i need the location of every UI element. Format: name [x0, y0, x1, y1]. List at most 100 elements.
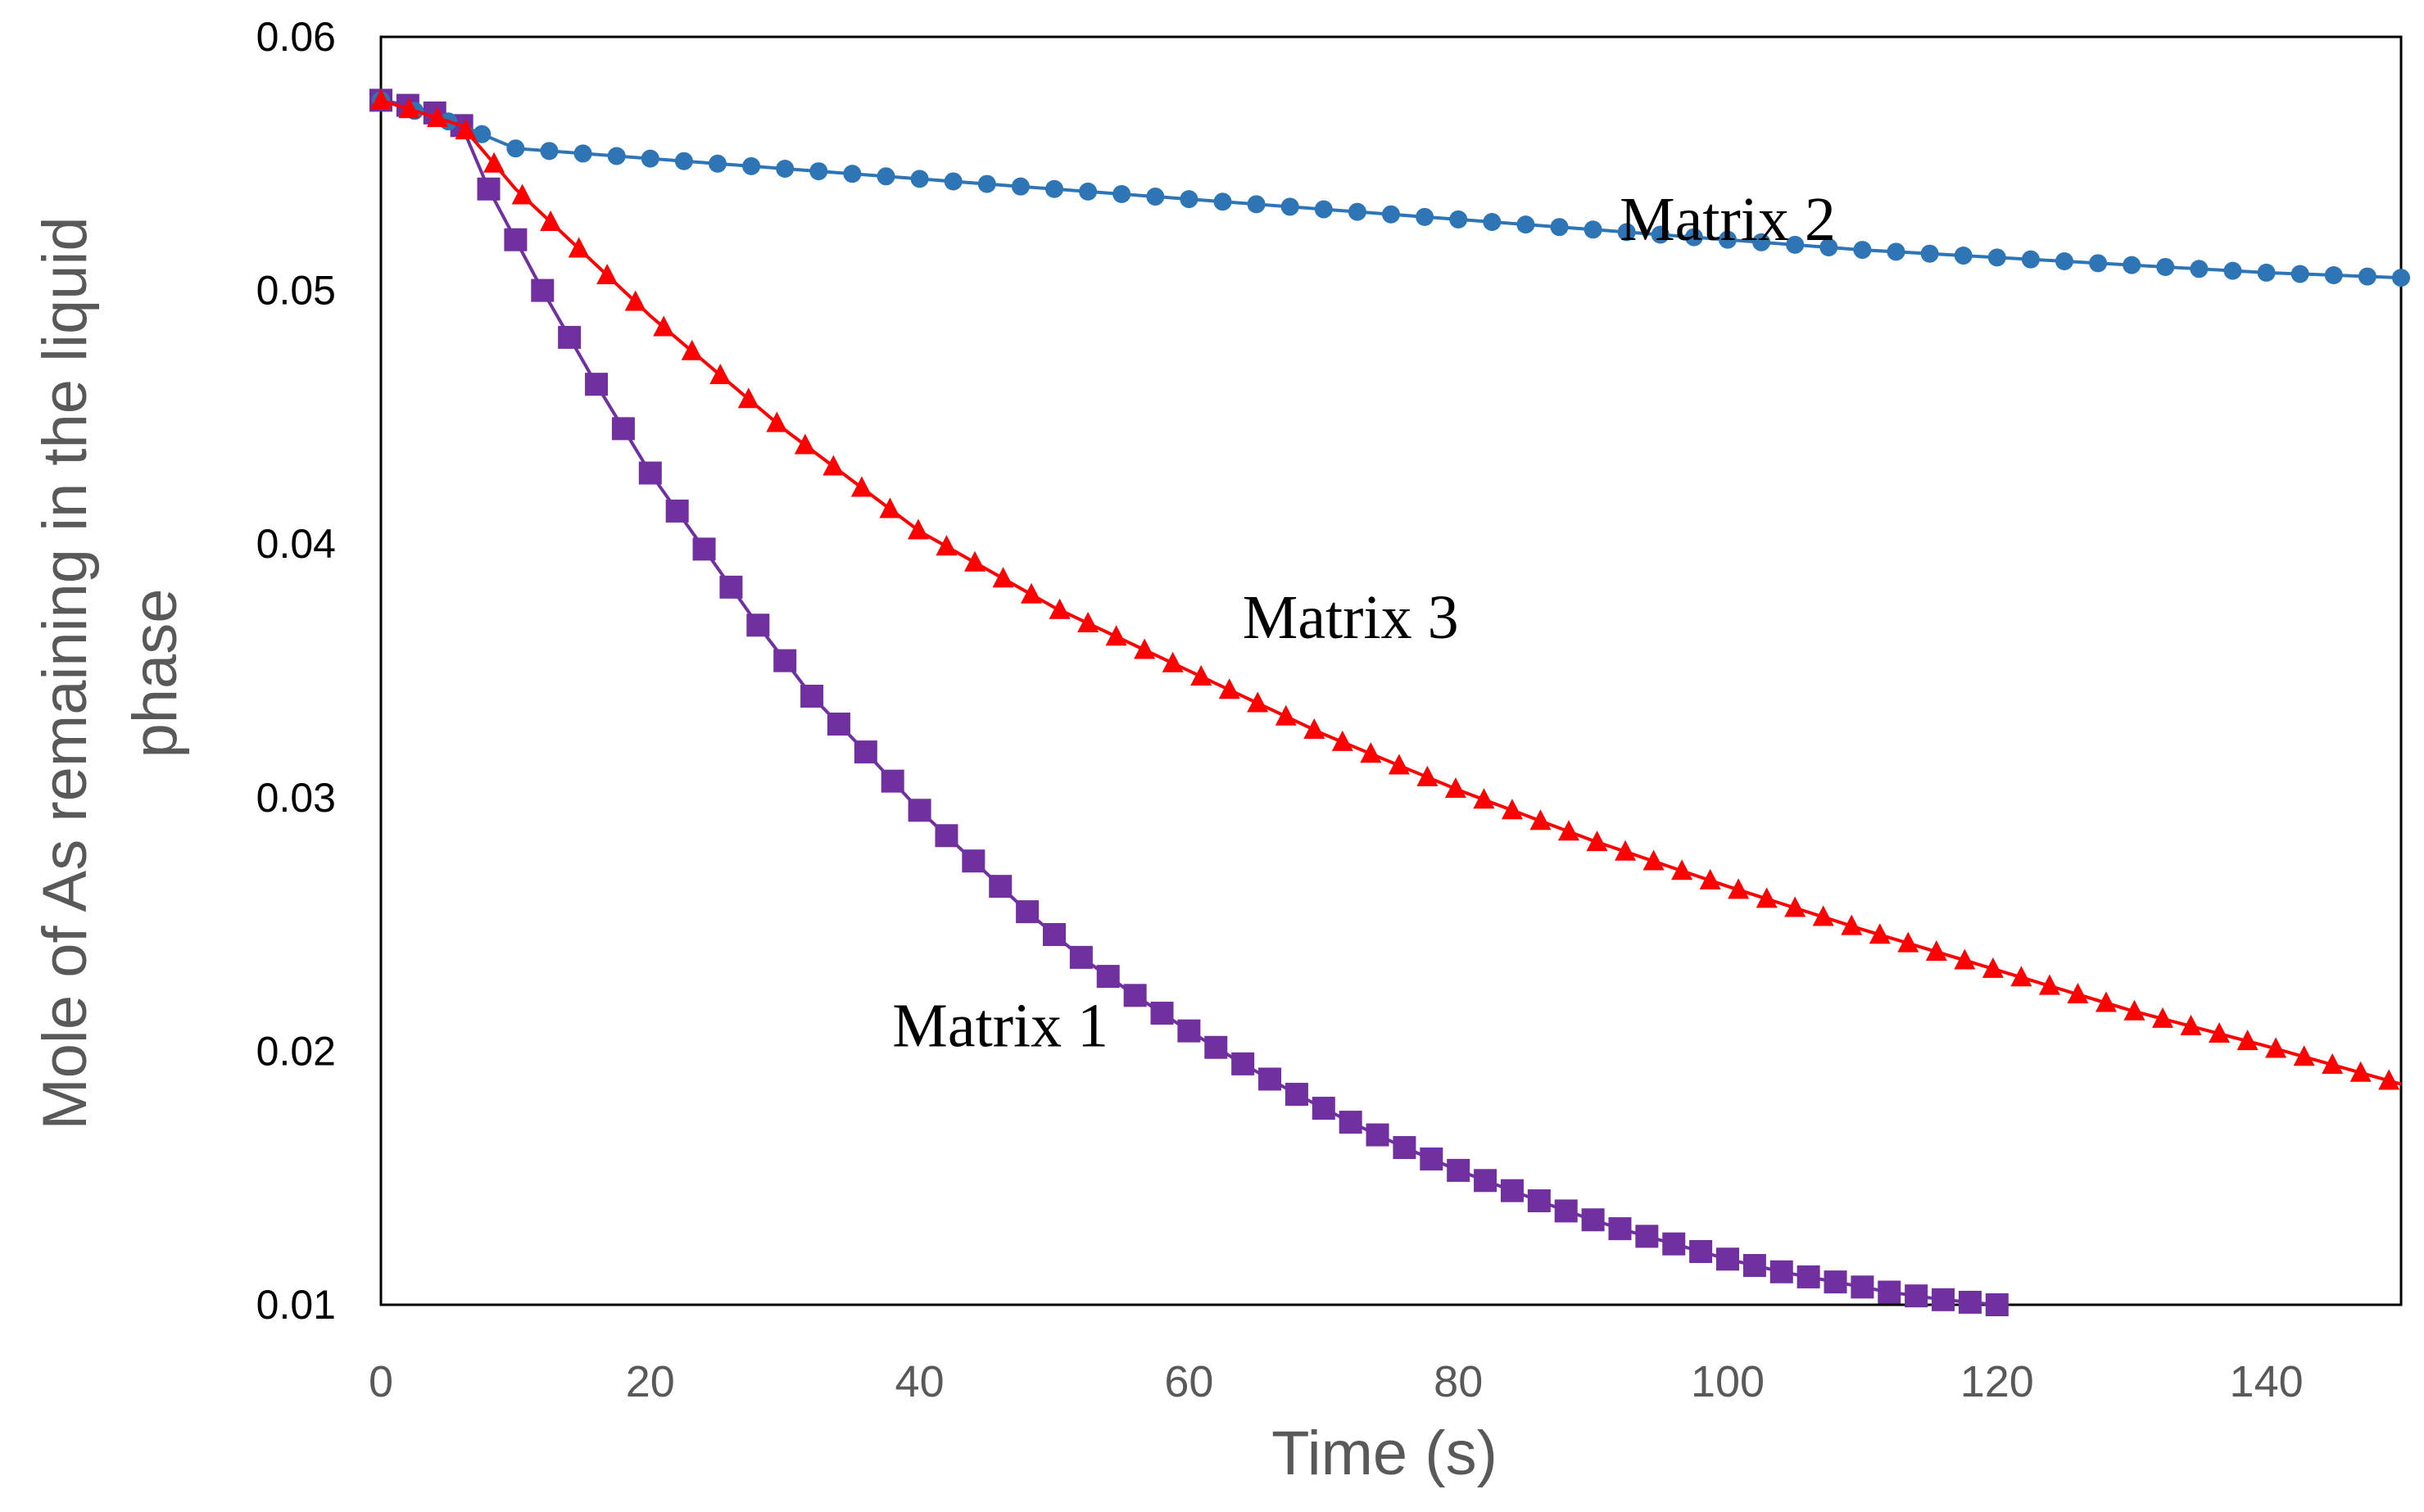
data-point — [477, 177, 501, 201]
data-point — [1529, 809, 1552, 831]
data-point — [1105, 625, 1127, 646]
data-point — [2358, 267, 2376, 286]
data-point — [776, 159, 795, 178]
data-point — [2123, 256, 2141, 274]
data-point — [1382, 205, 1400, 224]
y-axis-title-line2: phase — [120, 588, 190, 758]
data-point — [1473, 788, 1495, 809]
y-tick-label: 0.02 — [256, 1028, 336, 1074]
data-point — [1204, 1035, 1228, 1059]
x-tick-label: 140 — [2230, 1357, 2304, 1406]
y-tick-label: 0.01 — [256, 1282, 336, 1328]
y-tick-label: 0.06 — [256, 14, 336, 60]
data-point — [992, 567, 1014, 588]
data-point — [1586, 831, 1608, 852]
data-point — [2038, 974, 2060, 995]
data-point — [964, 550, 986, 572]
data-point — [1339, 1111, 1362, 1134]
data-point — [674, 152, 693, 170]
data-point — [455, 119, 477, 140]
data-point — [1932, 1288, 1955, 1311]
data-point — [1635, 1225, 1659, 1248]
data-point — [910, 170, 929, 188]
data-point — [2021, 250, 2040, 269]
data-point — [850, 476, 872, 497]
data-point — [1699, 868, 1721, 890]
data-point — [1112, 184, 1131, 203]
x-tick-label: 0 — [369, 1357, 393, 1406]
data-point — [2123, 999, 2145, 1021]
data-point — [1853, 241, 1872, 260]
data-point — [1280, 197, 1299, 216]
data-point — [2392, 269, 2410, 287]
data-point — [1420, 1147, 1443, 1170]
data-point — [1180, 190, 1198, 209]
data-point — [1150, 1001, 1174, 1025]
data-point — [558, 325, 582, 349]
data-point — [531, 278, 555, 302]
data-point — [585, 373, 609, 396]
data-point — [1851, 1275, 1874, 1299]
data-point — [1920, 244, 1939, 263]
data-point — [1925, 940, 1947, 962]
data-point — [1684, 228, 1703, 247]
data-point — [1752, 233, 1771, 251]
data-point — [2156, 257, 2175, 276]
data-point — [692, 537, 716, 561]
data-point — [1043, 922, 1066, 946]
data-point — [989, 875, 1013, 899]
data-point — [1123, 984, 1147, 1007]
data-point — [1501, 799, 1523, 820]
data-point — [1651, 225, 1670, 244]
data-point — [1045, 179, 1063, 198]
data-point — [681, 339, 703, 360]
data-point — [1393, 1136, 1416, 1160]
data-point — [1897, 931, 1919, 953]
data-point — [1671, 859, 1693, 880]
data-point — [1841, 914, 1863, 935]
data-point — [1077, 611, 1099, 632]
series-annotation-label: Matrix 3 — [1243, 583, 1459, 652]
data-point — [611, 417, 635, 441]
data-point — [2378, 1069, 2400, 1090]
data-point — [370, 88, 392, 110]
data-point — [1905, 1284, 1928, 1308]
series-matrix-1 — [369, 88, 2009, 1316]
series-annotation-label: Matrix 2 — [1620, 185, 1836, 254]
data-point — [1303, 718, 1325, 739]
data-point — [540, 211, 562, 232]
data-point — [2265, 1037, 2287, 1058]
x-axis-title: Time (s) — [1271, 1419, 1497, 1488]
data-point — [877, 167, 895, 186]
data-point — [653, 315, 675, 337]
data-point — [1958, 1290, 1982, 1314]
data-point — [2324, 266, 2343, 285]
data-point — [794, 433, 816, 455]
data-point — [1447, 1158, 1470, 1182]
data-point — [936, 535, 958, 556]
data-point — [977, 174, 996, 193]
data-point — [1444, 777, 1466, 799]
data-point — [1954, 247, 1973, 265]
data-point — [1134, 638, 1156, 659]
data-point — [1608, 1217, 1632, 1241]
data-point — [737, 387, 759, 409]
data-point — [1016, 900, 1040, 924]
data-point — [1500, 1179, 1524, 1202]
data-point — [641, 149, 659, 168]
data-point — [1312, 1097, 1335, 1120]
data-point — [1079, 182, 1098, 201]
data-point — [709, 154, 727, 173]
data-point — [2010, 966, 2032, 987]
data-point — [1275, 704, 1297, 726]
data-point — [1742, 1254, 1766, 1278]
data-point — [1985, 1293, 2009, 1316]
data-point — [719, 575, 743, 599]
y-axis-title-line1: Mole of As remaining in the liquid — [30, 216, 100, 1129]
data-point — [746, 613, 770, 637]
data-point — [1584, 220, 1602, 239]
data-point — [766, 411, 788, 432]
data-point — [1982, 957, 2004, 978]
data-point — [511, 183, 533, 205]
